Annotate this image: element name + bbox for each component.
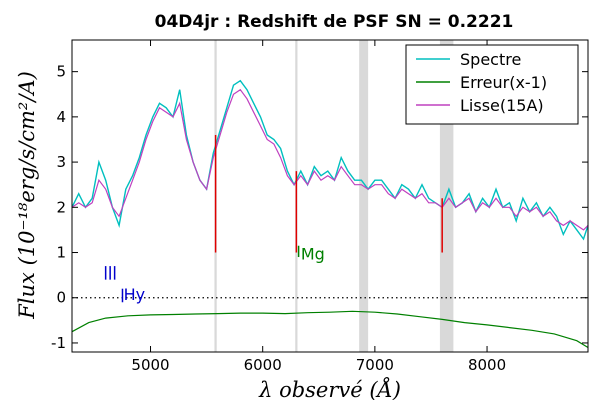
x-tick-label-3: 8000 bbox=[468, 356, 506, 374]
x-tick-label-2: 7000 bbox=[356, 356, 394, 374]
y-tick-label-4: 3 bbox=[56, 153, 66, 171]
y-tick-label-0: -1 bbox=[51, 334, 66, 352]
y-tick-label-3: 2 bbox=[56, 198, 66, 216]
legend: Spectre Erreur(x-1) Lisse(15A) bbox=[405, 44, 579, 125]
annotation-0: Hy bbox=[124, 285, 146, 304]
series-lines bbox=[71, 79, 589, 349]
y-tick-label-6: 5 bbox=[56, 63, 66, 81]
annotation-1: Mg bbox=[301, 244, 325, 263]
y-tick-label-2: 1 bbox=[56, 244, 66, 262]
legend-label-lisse: Lisse(15A) bbox=[460, 96, 544, 115]
x-tick-label-0: 5000 bbox=[131, 356, 169, 374]
series-line-2 bbox=[71, 88, 589, 231]
axis-ticks: 5000 6000 7000 8000 -1 0 1 2 3 4 5 bbox=[51, 40, 588, 374]
line-markers bbox=[104, 134, 443, 303]
y-tick-label-5: 4 bbox=[56, 108, 66, 126]
chart-title: 04D4jr : Redshift de PSF SN = 0.2221 bbox=[155, 12, 514, 32]
legend-box bbox=[405, 44, 579, 125]
masked-band-2 bbox=[359, 40, 369, 352]
legend-label-erreur: Erreur(x-1) bbox=[460, 73, 547, 92]
series-line-0 bbox=[71, 79, 589, 241]
x-tick-label-1: 6000 bbox=[244, 356, 282, 374]
series-line-1 bbox=[71, 310, 589, 349]
y-axis-label: Flux (10⁻¹⁸erg/s/cm²/A) bbox=[15, 71, 39, 320]
y-tick-label-1: 0 bbox=[56, 289, 66, 307]
x-axis-label: λ observé (Å) bbox=[258, 377, 401, 400]
annotations: Hy Mg bbox=[124, 244, 325, 304]
plot-frame bbox=[71, 39, 589, 353]
legend-label-spectre: Spectre bbox=[460, 50, 521, 69]
